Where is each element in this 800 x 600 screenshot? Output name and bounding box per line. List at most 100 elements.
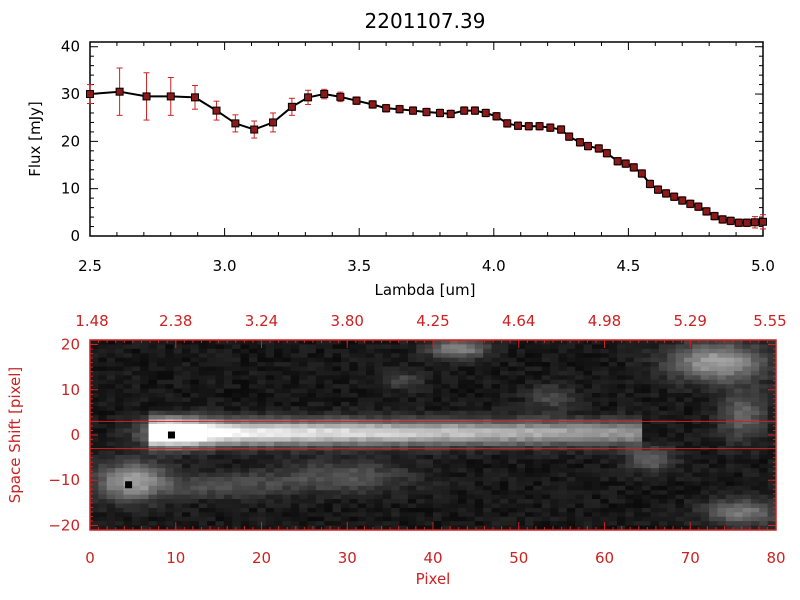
image-cell: [483, 384, 492, 389]
image-cell: [700, 340, 710, 345]
image-cell: [240, 525, 250, 531]
image-cell: [140, 415, 149, 420]
image-cell: [182, 379, 191, 385]
image-cell: [433, 485, 442, 491]
image-cell: [424, 432, 434, 438]
image-cell: [725, 450, 735, 456]
image-cell: [340, 348, 350, 354]
image-cell: [366, 406, 375, 411]
image-cell: [182, 450, 191, 456]
image-cell: [399, 406, 409, 411]
top-tick-label: 3.80: [331, 312, 364, 330]
image-cell: [307, 516, 317, 522]
image-cell: [449, 512, 459, 518]
image-cell: [399, 423, 409, 429]
image-cell: [349, 437, 359, 442]
image-cell: [299, 401, 308, 407]
image-cell: [683, 428, 693, 434]
image-cell: [223, 512, 233, 518]
image-cell: [156, 362, 166, 367]
image-cell: [709, 494, 718, 500]
image-cell: [90, 348, 99, 354]
image-cell: [257, 499, 266, 504]
top-tick-label: 5.29: [674, 312, 707, 330]
data-point: [742, 218, 751, 227]
image-cell: [692, 503, 702, 509]
image-cell: [633, 463, 643, 469]
image-cell: [232, 481, 241, 487]
image-cell: [633, 454, 643, 460]
image-cell: [215, 384, 225, 389]
image-cell: [550, 348, 559, 354]
image-cell: [257, 362, 266, 367]
image-cell: [248, 463, 258, 469]
image-cell: [433, 348, 442, 354]
image-cell: [240, 353, 250, 358]
image-cell: [433, 512, 442, 518]
image-cell: [223, 393, 233, 398]
image-cell: [767, 384, 777, 389]
image-cell: [282, 476, 292, 482]
image-cell: [700, 454, 710, 460]
image-cell: [332, 525, 342, 531]
image-cell: [600, 499, 609, 504]
image-cell: [533, 437, 543, 442]
image-cell: [566, 503, 576, 509]
image-cell: [123, 393, 133, 398]
image-cell: [282, 357, 292, 363]
image-cell: [692, 459, 702, 465]
image-cell: [340, 454, 350, 460]
image-cell: [658, 516, 668, 522]
image-cell: [349, 499, 359, 504]
image-cell: [491, 432, 501, 438]
image-cell: [240, 485, 250, 491]
image-cell: [675, 375, 685, 381]
image-cell: [541, 494, 551, 500]
image-cell: [658, 340, 668, 345]
image-cell: [207, 428, 216, 434]
image-cell: [725, 406, 735, 411]
image-cell: [667, 432, 676, 438]
image-cell: [332, 476, 342, 482]
image-cell: [374, 366, 384, 372]
image-cell: [156, 512, 166, 518]
image-cell: [533, 340, 543, 345]
image-cell: [165, 454, 174, 460]
image-cell: [449, 463, 459, 469]
image-cell: [541, 366, 551, 372]
data-point: [269, 118, 278, 127]
image-cell: [633, 485, 643, 491]
data-point: [629, 163, 638, 172]
image-cell: [131, 437, 141, 442]
image-cell: [709, 521, 718, 526]
image-cell: [441, 503, 451, 509]
image-cell: [759, 472, 768, 478]
image-cell: [90, 340, 99, 345]
image-cell: [282, 490, 292, 495]
image-cell: [198, 441, 208, 447]
image-cell: [633, 375, 643, 381]
image-cell: [274, 379, 283, 385]
image-cell: [683, 512, 693, 518]
image-cell: [290, 410, 300, 416]
image-cell: [307, 401, 317, 407]
image-cell: [516, 459, 526, 465]
image-cell: [759, 441, 768, 447]
data-point: [166, 92, 175, 101]
image-cell: [516, 415, 526, 420]
image-cell: [483, 481, 492, 487]
image-cell: [282, 437, 292, 442]
image-cell: [366, 415, 375, 420]
image-cell: [474, 397, 484, 403]
image-cell: [274, 476, 283, 482]
image-cell: [274, 463, 283, 469]
image-cell: [650, 507, 660, 513]
image-cell: [399, 415, 409, 420]
image-cell: [516, 525, 526, 531]
image-cell: [98, 379, 108, 385]
image-cell: [282, 423, 292, 429]
image-cell: [583, 437, 593, 442]
image-cell: [516, 357, 526, 363]
image-cell: [692, 357, 702, 363]
image-cell: [709, 441, 718, 447]
